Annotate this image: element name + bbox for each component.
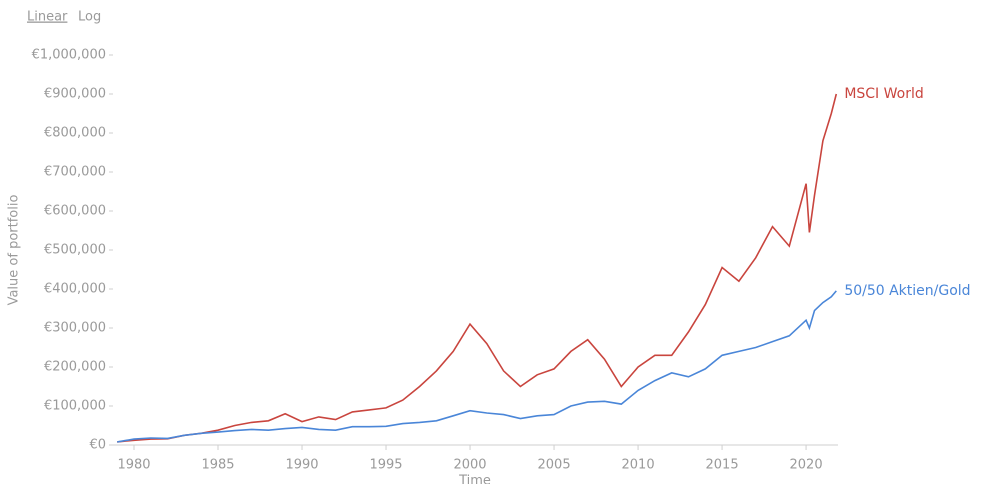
log-toggle[interactable]: Log [78, 10, 101, 25]
y-tick-label: €600,000 [44, 204, 106, 219]
x-tick-label: 1990 [285, 458, 318, 473]
y-tick-label: €100,000 [44, 399, 106, 414]
linear-toggle[interactable]: Linear [27, 10, 68, 25]
series-line [117, 93, 838, 443]
series-line [117, 290, 837, 443]
y-tick-label: €500,000 [44, 243, 106, 258]
x-tick-label: 2010 [622, 458, 655, 473]
x-tick-label: 2000 [453, 458, 486, 473]
y-tick-label: €700,000 [44, 165, 106, 180]
y-tick-label: €400,000 [44, 282, 106, 297]
x-tick-label: 1980 [117, 458, 150, 473]
x-tick-label: 2005 [538, 458, 571, 473]
y-tick-label: €1,000,000 [32, 48, 106, 63]
series-label: 50/50 Aktien/Gold [844, 283, 970, 299]
x-tick-label: 2020 [790, 458, 823, 473]
y-tick-label: €900,000 [44, 87, 106, 102]
x-tick-label: 2015 [706, 458, 739, 473]
x-tick-label: 1985 [201, 458, 234, 473]
x-axis-label: Time [458, 474, 491, 485]
y-tick-label: €0 [89, 438, 106, 453]
y-tick-label: €800,000 [44, 126, 106, 141]
series-label: MSCI World [844, 86, 923, 102]
y-tick-label: €300,000 [44, 321, 106, 336]
y-tick-label: €200,000 [44, 360, 106, 375]
x-tick-label: 1995 [369, 458, 402, 473]
y-axis-label: Value of portfolio [7, 195, 22, 306]
